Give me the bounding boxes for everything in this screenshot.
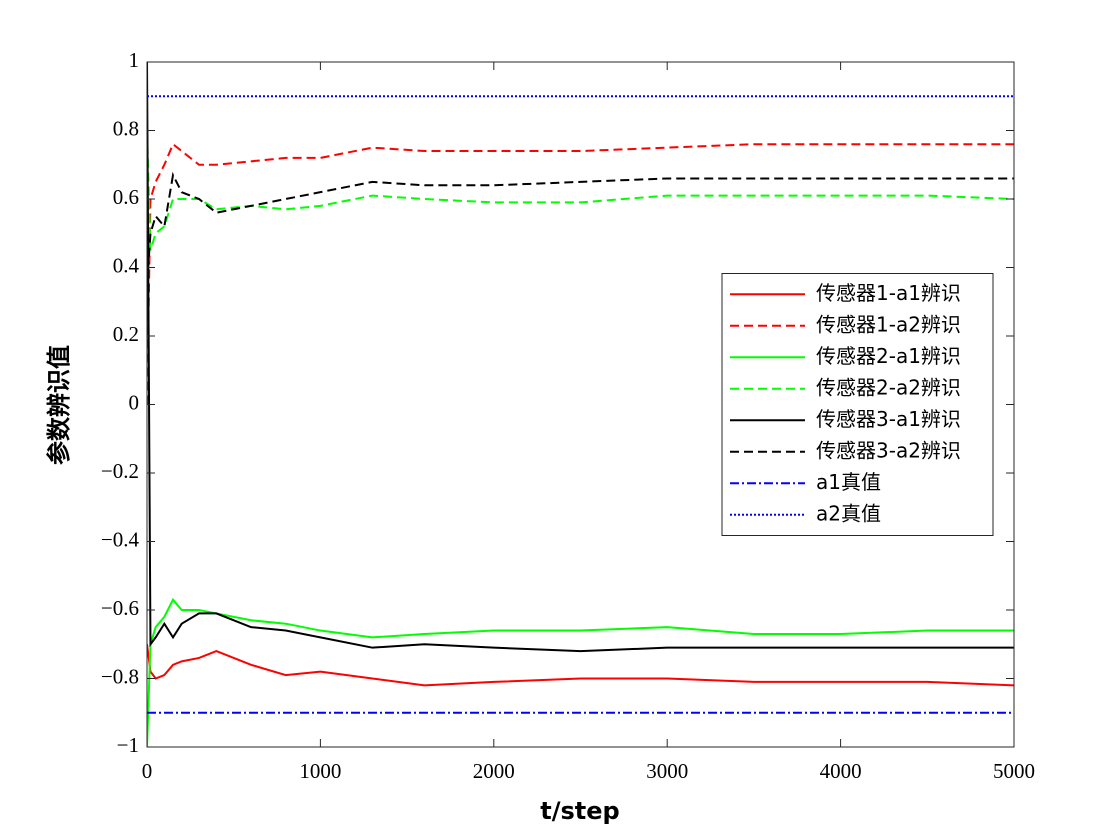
x-tick-label: 3000 (646, 759, 688, 783)
series-line (147, 130, 1014, 251)
y-tick-label: 0.8 (113, 116, 139, 140)
series-line (147, 171, 1014, 285)
legend-label: 传感器3-a2辨识 (816, 438, 961, 462)
y-tick-label: −0.4 (101, 527, 140, 551)
y-tick-label: −0.8 (101, 664, 139, 688)
y-tick-label: −1 (117, 733, 139, 757)
legend-label: a2真值 (816, 501, 881, 525)
legend-label: 传感器2-a2辨识 (816, 375, 961, 399)
y-tick-label: −0.6 (101, 596, 139, 620)
legend-label: 传感器1-a2辨识 (816, 312, 961, 336)
legend-label: a1真值 (816, 470, 881, 494)
x-tick-label: 2000 (473, 759, 515, 783)
y-tick-label: 0 (129, 390, 140, 414)
y-tick-label: −0.2 (101, 459, 139, 483)
series-line (147, 644, 1014, 687)
plot-lines (147, 62, 1014, 747)
y-tick-label: 0.2 (113, 322, 139, 346)
x-tick-label: 1000 (299, 759, 341, 783)
legend-label: 传感器1-a1辨识 (816, 281, 961, 305)
legend: 传感器1-a1辨识传感器1-a2辨识传感器2-a1辨识传感器2-a2辨识传感器3… (721, 273, 994, 536)
x-tick-label: 5000 (993, 759, 1035, 783)
legend-label: 传感器3-a1辨识 (816, 407, 961, 431)
series-line (147, 142, 1014, 405)
legend-label: 传感器2-a1辨识 (816, 344, 961, 368)
y-tick-label: 0.4 (113, 253, 140, 277)
series-line (147, 62, 1014, 653)
y-axis-label: 参数辨识值 (45, 345, 73, 465)
legend-box (721, 273, 994, 536)
x-tick-label: 4000 (820, 759, 862, 783)
series-line (147, 597, 1014, 747)
y-tick-label: 0.6 (113, 185, 139, 209)
y-tick-label: 1 (129, 48, 140, 72)
x-axis-label: t/step (540, 797, 619, 825)
x-tick-label: 0 (142, 759, 153, 783)
